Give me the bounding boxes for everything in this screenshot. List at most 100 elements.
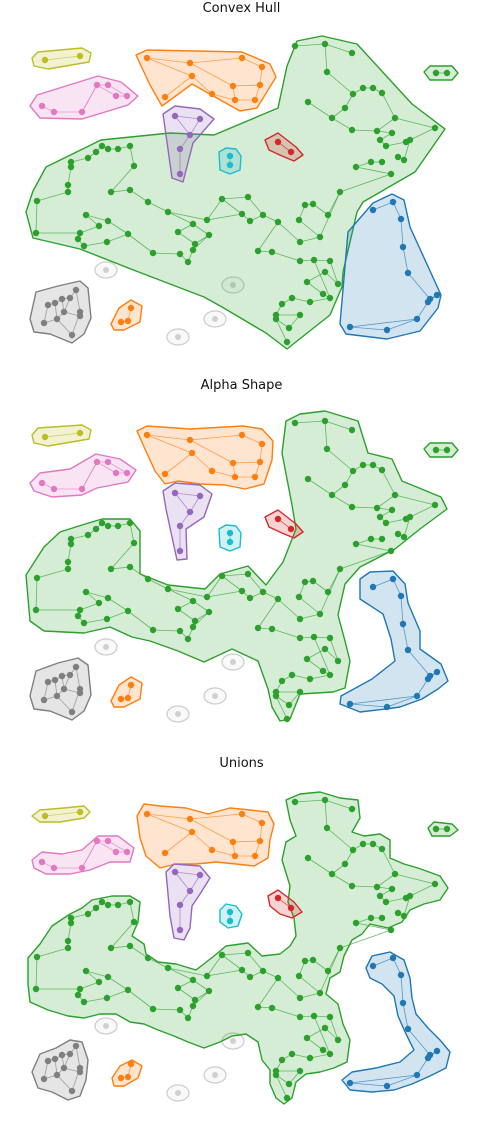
graph-edge <box>339 550 392 570</box>
graph-node <box>246 594 254 602</box>
graph-node <box>369 461 377 469</box>
graph-node <box>256 837 264 845</box>
graph-edge <box>96 461 117 474</box>
purple-cluster-hull <box>165 863 211 941</box>
graph-node <box>74 235 82 243</box>
graph-edge <box>232 461 261 464</box>
graph-node <box>309 200 317 208</box>
purple-cluster <box>165 863 211 941</box>
graph-node <box>176 901 184 909</box>
graph-edge <box>206 575 223 598</box>
graph-node <box>346 1079 354 1087</box>
graph-node <box>285 701 293 709</box>
graph-node <box>321 268 329 276</box>
graph-edge <box>192 223 210 236</box>
cyan-cluster <box>218 147 242 175</box>
graph-node <box>104 145 112 153</box>
graph-node <box>400 533 408 541</box>
graph-node <box>189 597 197 605</box>
graph-node <box>389 954 397 962</box>
gray-cluster-hull <box>29 280 92 344</box>
graph-node <box>203 593 211 601</box>
graph-node <box>226 917 234 925</box>
graph-node <box>301 957 309 965</box>
graph-edge <box>381 92 396 119</box>
graph-node <box>126 942 134 950</box>
graph-node <box>443 446 451 454</box>
graph-node <box>112 469 120 477</box>
graph-edge <box>372 957 394 967</box>
graph-node <box>295 972 303 980</box>
graph-node <box>74 991 82 999</box>
graph-edge <box>306 648 326 660</box>
graph-node <box>274 595 282 603</box>
graph-edge <box>257 977 279 1008</box>
graph-node <box>103 994 111 1002</box>
graph-node <box>188 72 196 80</box>
graph-node <box>58 295 66 303</box>
graph-node <box>254 624 262 632</box>
graph-edge <box>275 318 288 343</box>
graph-node <box>40 696 48 704</box>
graph-node <box>208 846 216 854</box>
graph-node <box>64 181 72 189</box>
graph-node <box>431 501 439 509</box>
graph-node <box>229 82 237 90</box>
graph-node <box>176 926 184 934</box>
graph-edge <box>75 1045 81 1069</box>
graph-edge <box>306 1027 326 1039</box>
graph-node <box>226 538 234 546</box>
graph-node <box>258 440 266 448</box>
graph-node <box>104 81 112 89</box>
graph-node <box>40 319 48 327</box>
graph-edge <box>349 1082 388 1087</box>
graph-edge <box>241 434 263 445</box>
orange-cluster-hull <box>135 49 277 112</box>
graph-node <box>295 216 303 224</box>
graph-edge <box>189 62 234 87</box>
blue-cluster <box>341 951 451 1093</box>
graph-node <box>68 331 76 339</box>
graph-node <box>44 301 52 309</box>
graph-node <box>196 115 204 123</box>
graph-node <box>283 715 291 723</box>
graph-node <box>84 910 92 918</box>
graph-node <box>33 197 41 205</box>
graph-node <box>171 112 179 120</box>
graph-edge <box>324 43 353 54</box>
graph-node <box>80 619 88 627</box>
graph-node <box>78 864 86 872</box>
graph-node <box>367 535 375 543</box>
graph-node <box>285 1080 293 1088</box>
graph-node <box>203 972 211 980</box>
graph-node <box>38 858 46 866</box>
panel-title: Unions <box>219 756 264 771</box>
graph-edge <box>96 84 117 97</box>
graph-node <box>184 258 192 266</box>
graph-edge <box>146 434 193 454</box>
graph-edge <box>44 55 81 61</box>
graph-edge <box>110 165 135 193</box>
graph-edge <box>192 979 210 992</box>
graph-node <box>124 986 132 994</box>
graph-edge <box>385 518 407 524</box>
graph-node <box>104 217 112 225</box>
graph-edge <box>174 871 201 876</box>
graph-node <box>130 539 138 547</box>
graph-edge <box>221 954 243 971</box>
graph-node <box>104 594 112 602</box>
graph-node <box>126 563 134 571</box>
graph-edge <box>372 201 394 211</box>
graph-node <box>67 535 75 543</box>
graph-node <box>104 837 112 845</box>
graph-node <box>229 838 237 846</box>
graph-node <box>369 840 377 848</box>
graph-node <box>41 56 49 64</box>
graph-node <box>117 318 125 326</box>
small-orange-cluster-hull <box>110 299 143 331</box>
graph-node <box>107 565 115 573</box>
graph-node <box>103 615 111 623</box>
graph-node <box>98 142 106 150</box>
graph-node <box>324 967 332 975</box>
graph-node <box>196 492 204 500</box>
